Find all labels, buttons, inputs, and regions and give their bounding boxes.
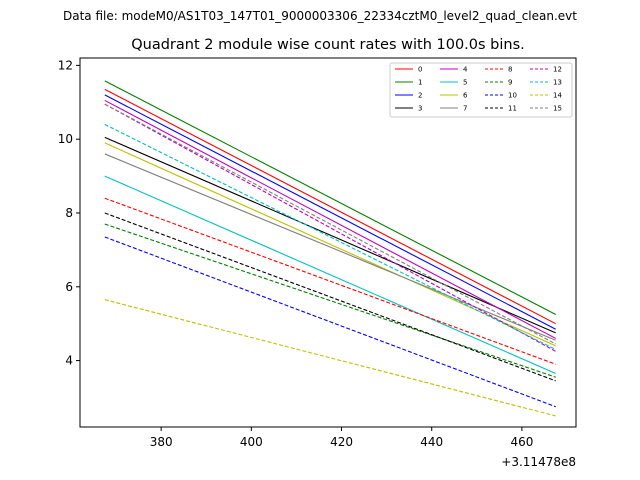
series-line-10 xyxy=(104,236,556,408)
series-line-14 xyxy=(104,299,556,417)
plot-frame xyxy=(79,57,577,428)
series-line-12 xyxy=(104,103,556,352)
data-file-label: Data file: modeM0/AS1T03_147T01_90000033… xyxy=(63,9,577,23)
legend-label-5: 5 xyxy=(463,79,467,87)
y-tick-label: 10 xyxy=(58,132,73,146)
y-tick-label: 4 xyxy=(65,354,73,368)
series-line-2 xyxy=(104,94,556,330)
legend-label-15: 15 xyxy=(553,105,562,113)
series-line-15 xyxy=(104,103,556,345)
x-tick-label: 420 xyxy=(330,435,353,449)
y-tick-label: 6 xyxy=(65,280,73,294)
series-line-6 xyxy=(104,142,556,347)
x-offset-label: +3.11478e8 xyxy=(501,455,576,469)
legend-label-3: 3 xyxy=(418,105,422,113)
legend-label-1: 1 xyxy=(418,79,422,87)
series-line-1 xyxy=(104,80,556,315)
x-tick-label: 400 xyxy=(240,435,263,449)
series-line-3 xyxy=(104,136,556,334)
series-line-8 xyxy=(104,197,556,365)
legend-label-7: 7 xyxy=(463,105,467,113)
series-line-13 xyxy=(104,123,556,351)
y-axis: 4 6 8 10 12 xyxy=(58,58,80,368)
y-tick-label: 12 xyxy=(58,58,73,72)
legend-label-8: 8 xyxy=(508,66,512,74)
series-line-11 xyxy=(104,212,556,382)
x-axis: 380 400 420 440 460 xyxy=(150,427,533,449)
legend-frame xyxy=(389,62,573,118)
plot-lines xyxy=(104,80,556,417)
x-tick-label: 460 xyxy=(510,435,533,449)
series-line-9 xyxy=(104,223,556,378)
legend-label-9: 9 xyxy=(508,79,512,87)
legend-label-0: 0 xyxy=(418,66,422,74)
y-tick-label: 8 xyxy=(65,206,73,220)
chart-title: Quadrant 2 module wise count rates with … xyxy=(131,37,525,53)
series-line-7 xyxy=(104,153,556,341)
legend-label-13: 13 xyxy=(553,79,562,87)
legend-label-2: 2 xyxy=(418,92,422,100)
legend-label-10: 10 xyxy=(508,92,517,100)
legend-label-14: 14 xyxy=(553,92,562,100)
series-line-0 xyxy=(104,88,556,325)
series-line-4 xyxy=(104,99,556,339)
legend-label-6: 6 xyxy=(463,92,468,100)
legend-label-12: 12 xyxy=(553,66,562,74)
series-line-5 xyxy=(104,175,556,374)
legend-label-11: 11 xyxy=(508,105,517,113)
x-tick-label: 380 xyxy=(150,435,173,449)
x-tick-label: 440 xyxy=(420,435,443,449)
legend-label-4: 4 xyxy=(463,66,468,74)
